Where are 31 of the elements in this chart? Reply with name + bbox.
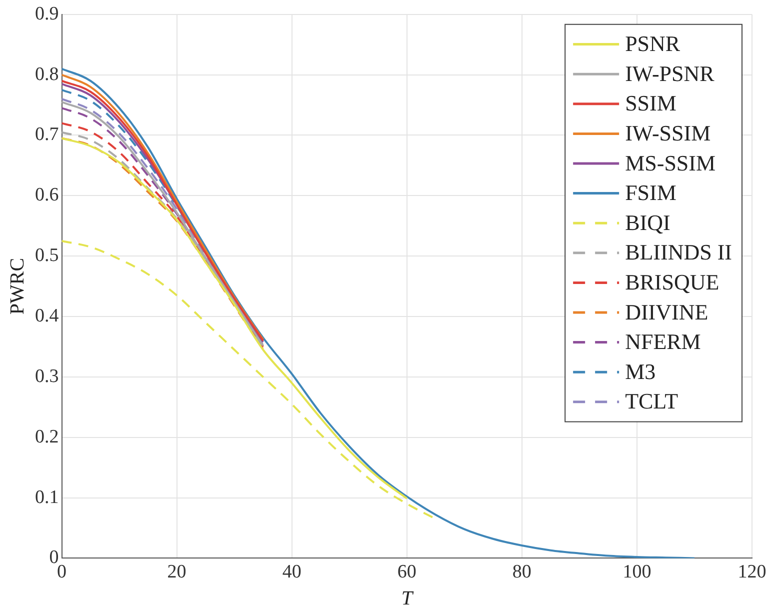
y-axis-title: PWRC <box>6 258 28 315</box>
y-tick-label: 0.4 <box>35 305 60 326</box>
legend-label: MS-SSIM <box>625 150 716 176</box>
legend-label: TCLT <box>625 388 679 414</box>
y-tick-label: 0.9 <box>35 3 59 24</box>
x-tick-label: 60 <box>397 562 416 583</box>
legend-label: BRISQUE <box>625 269 720 294</box>
legend-label: DIIVINE <box>625 299 708 324</box>
legend-label: NFERM <box>625 329 701 354</box>
legend-label: IW-SSIM <box>625 120 711 146</box>
y-tick-label: 0 <box>49 547 59 568</box>
x-tick-label: 40 <box>282 562 302 583</box>
y-tick-label: 0.6 <box>35 184 59 206</box>
legend-label: PSNR <box>625 31 680 56</box>
legend-label: BIQI <box>625 210 670 235</box>
x-tick-label: 120 <box>738 562 766 583</box>
x-tick-label: 20 <box>167 562 186 583</box>
x-tick-label: 100 <box>622 562 652 583</box>
y-tick-label: 0.8 <box>35 64 59 85</box>
y-tick-label: 0.5 <box>35 245 59 266</box>
legend-label: BLIINDS II <box>625 240 732 265</box>
legend-label: IW-PSNR <box>625 60 715 86</box>
legend-label: M3 <box>625 358 656 384</box>
legend-label: SSIM <box>625 90 676 116</box>
y-tick-label: 0.3 <box>35 366 59 387</box>
y-tick-label: 0.1 <box>35 486 59 508</box>
x-tick-label: 80 <box>512 562 532 583</box>
y-tick-label: 0.2 <box>35 426 59 448</box>
y-tick-label: 0.7 <box>35 124 59 146</box>
x-axis-title: T <box>401 587 414 610</box>
legend-label: FSIM <box>625 180 676 206</box>
